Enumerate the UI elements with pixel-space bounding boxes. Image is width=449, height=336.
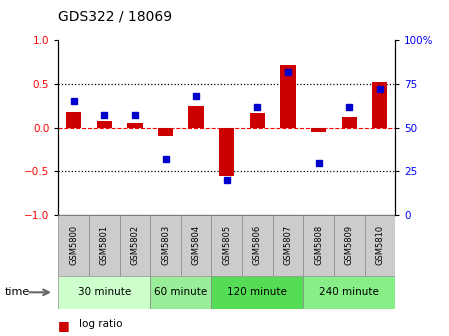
Bar xyxy=(158,128,173,136)
Bar xyxy=(89,215,119,276)
Bar xyxy=(66,112,81,128)
Text: ■: ■ xyxy=(58,319,70,332)
Text: GSM5803: GSM5803 xyxy=(161,225,170,265)
Text: time: time xyxy=(4,287,30,297)
Bar xyxy=(211,215,242,276)
Text: GSM5808: GSM5808 xyxy=(314,225,323,265)
Bar xyxy=(280,65,295,128)
Text: GSM5800: GSM5800 xyxy=(69,225,78,265)
Bar xyxy=(58,215,89,276)
Bar xyxy=(127,123,143,128)
Text: 120 minute: 120 minute xyxy=(228,287,287,297)
Text: GSM5806: GSM5806 xyxy=(253,225,262,265)
Bar xyxy=(303,215,334,276)
Text: GSM5809: GSM5809 xyxy=(345,225,354,265)
Bar xyxy=(372,82,387,128)
Bar xyxy=(250,113,265,128)
Text: GSM5805: GSM5805 xyxy=(222,225,231,265)
Text: 30 minute: 30 minute xyxy=(78,287,131,297)
Text: 240 minute: 240 minute xyxy=(319,287,379,297)
Bar xyxy=(58,276,150,309)
Bar xyxy=(342,117,357,128)
Bar xyxy=(150,276,211,309)
Bar xyxy=(219,128,234,176)
Bar xyxy=(334,215,365,276)
Bar xyxy=(97,121,112,128)
Bar xyxy=(273,215,303,276)
Bar xyxy=(311,128,326,132)
Text: GSM5807: GSM5807 xyxy=(283,225,292,265)
Text: GDS322 / 18069: GDS322 / 18069 xyxy=(58,9,172,24)
Text: log ratio: log ratio xyxy=(79,319,122,329)
Bar xyxy=(181,215,211,276)
Bar xyxy=(119,215,150,276)
Bar xyxy=(211,276,303,309)
Text: GSM5804: GSM5804 xyxy=(192,225,201,265)
Text: GSM5801: GSM5801 xyxy=(100,225,109,265)
Bar xyxy=(150,215,181,276)
Bar xyxy=(189,106,204,128)
Bar xyxy=(242,215,273,276)
Bar xyxy=(303,276,395,309)
Text: GSM5802: GSM5802 xyxy=(130,225,139,265)
Text: GSM5810: GSM5810 xyxy=(375,225,384,265)
Text: 60 minute: 60 minute xyxy=(154,287,207,297)
Bar xyxy=(365,215,395,276)
